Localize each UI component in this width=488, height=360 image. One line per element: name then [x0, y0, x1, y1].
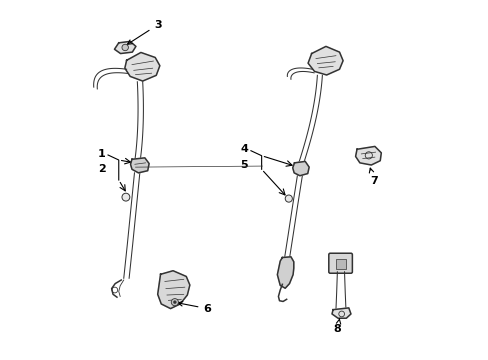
Polygon shape: [307, 46, 343, 75]
Polygon shape: [277, 257, 293, 288]
Text: 3: 3: [127, 19, 162, 44]
Text: 2: 2: [98, 164, 105, 174]
Polygon shape: [157, 271, 189, 309]
Circle shape: [171, 298, 178, 306]
Circle shape: [122, 193, 130, 201]
Text: 7: 7: [368, 168, 377, 186]
FancyBboxPatch shape: [328, 253, 352, 273]
Text: 4: 4: [240, 144, 248, 154]
Circle shape: [122, 44, 128, 51]
FancyBboxPatch shape: [335, 259, 345, 269]
Circle shape: [285, 195, 292, 202]
Text: 1: 1: [98, 149, 105, 158]
Circle shape: [173, 301, 176, 303]
Text: 8: 8: [333, 319, 341, 334]
Text: 6: 6: [178, 302, 211, 314]
Polygon shape: [114, 41, 136, 54]
Polygon shape: [355, 147, 381, 165]
Polygon shape: [292, 161, 308, 176]
Polygon shape: [124, 53, 160, 81]
Polygon shape: [331, 308, 350, 318]
Polygon shape: [130, 158, 149, 173]
Text: 5: 5: [240, 160, 248, 170]
